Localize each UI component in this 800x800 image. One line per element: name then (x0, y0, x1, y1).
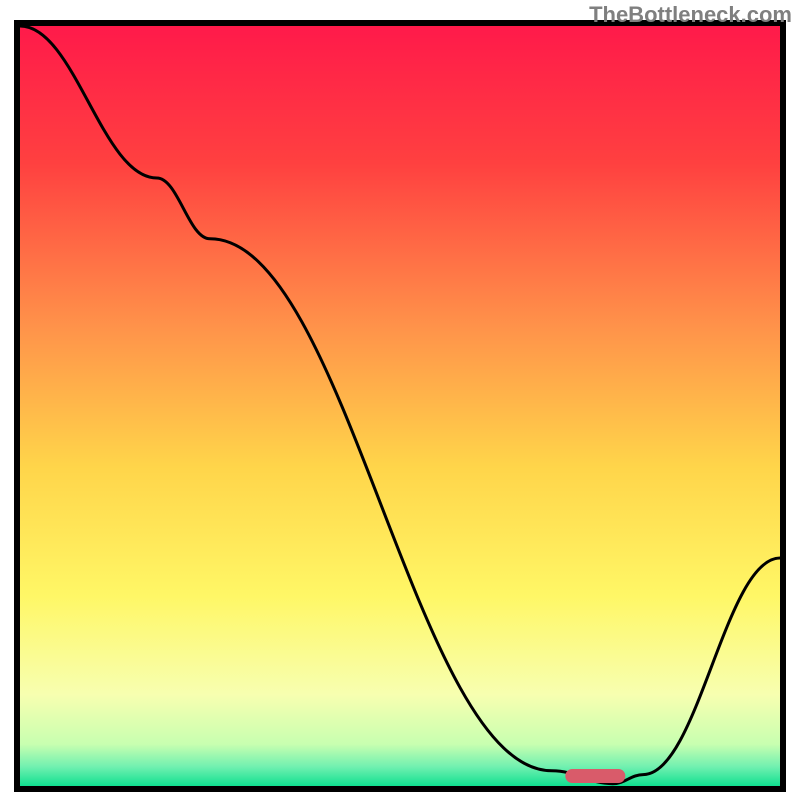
chart-svg (0, 0, 800, 800)
bottleneck-chart: TheBottleneck.com (0, 0, 800, 800)
chart-background (20, 26, 780, 786)
optimal-marker (565, 769, 625, 783)
watermark-text: TheBottleneck.com (589, 2, 792, 28)
